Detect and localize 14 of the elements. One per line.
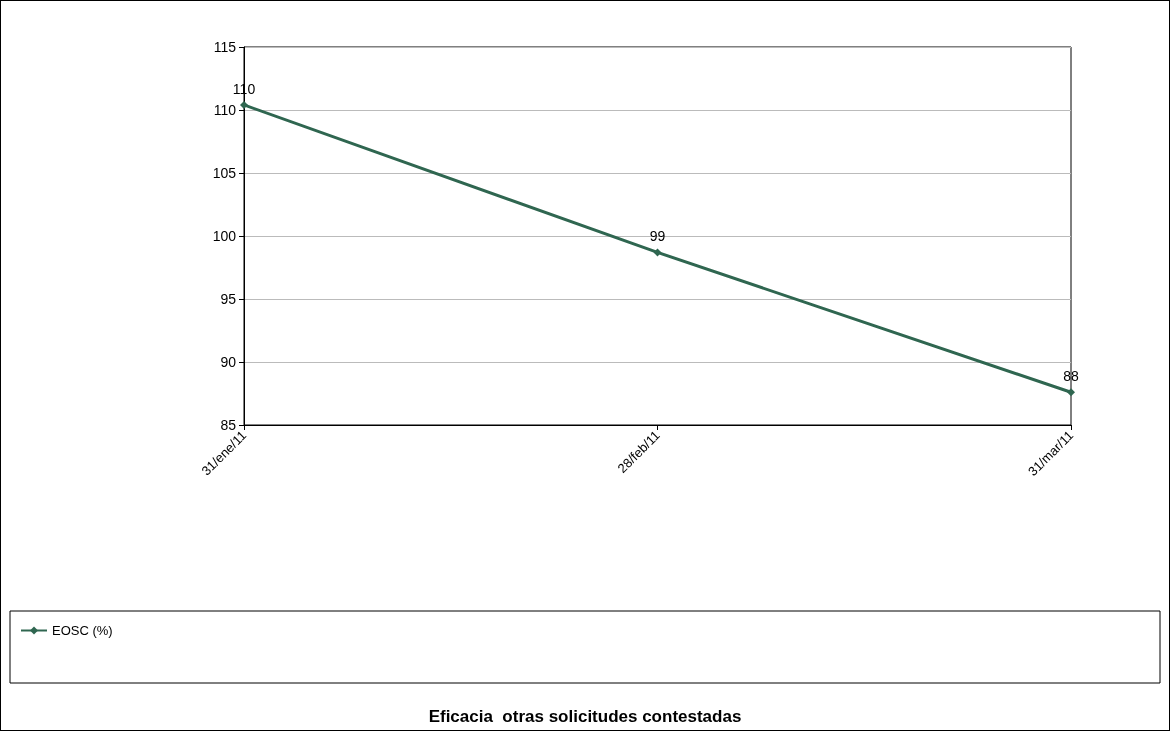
y-tick-label: 85 [220,417,237,433]
point [240,100,248,109]
y-tick-label: 90 [220,354,237,370]
legend-label: EOSC (%) [52,623,113,638]
y-tick-label: 105 [212,165,237,181]
point [653,248,662,257]
y-tick-label: 100 [212,228,237,244]
point [1067,388,1075,397]
y-tick-label: 95 [220,291,237,307]
data-label: 88 [1063,368,1079,385]
y-tick-label: 110 [213,102,237,118]
data-label: 99 [649,228,666,245]
y-tick-label: 115 [213,39,237,55]
text: Eficacia otras solicitudes contestadas [428,707,742,726]
